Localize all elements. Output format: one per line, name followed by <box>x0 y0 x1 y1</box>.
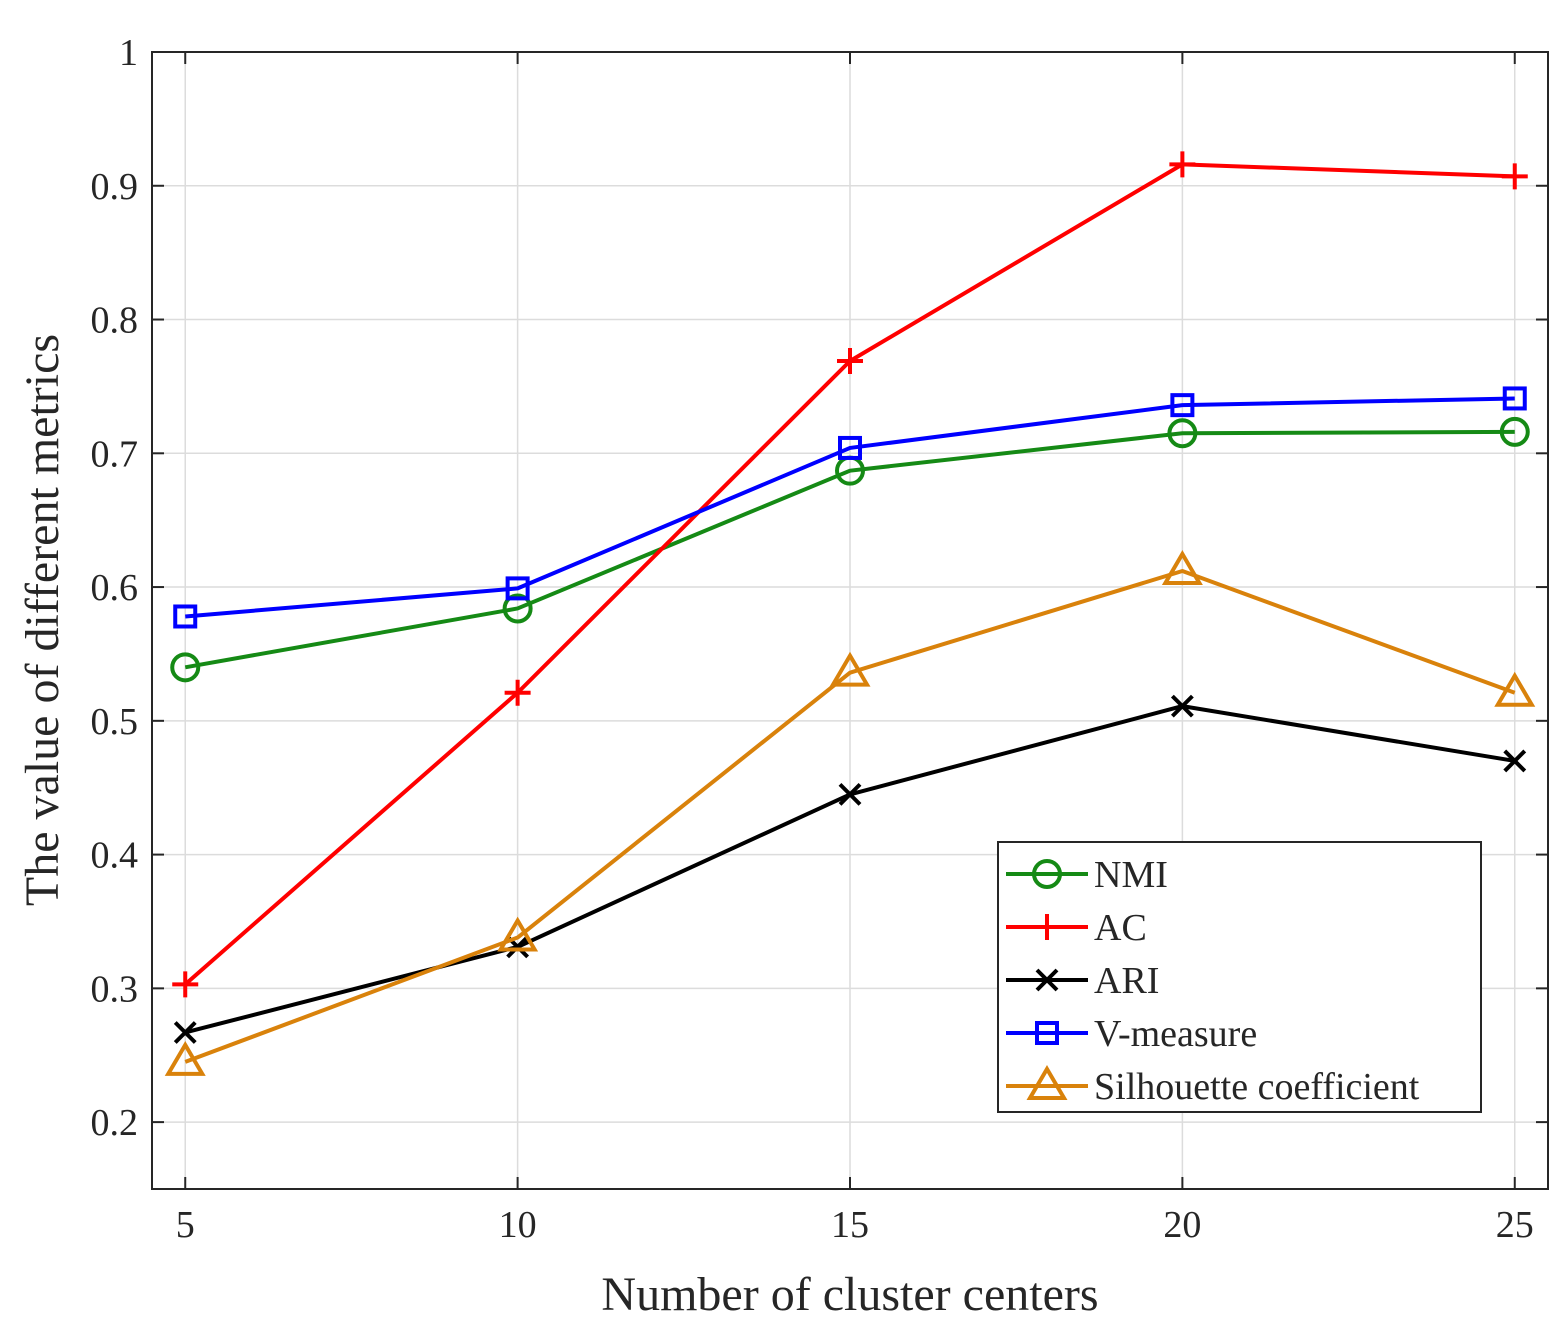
legend-marker-silhouette-coefficient <box>1026 1065 1068 1100</box>
axis-ticks: 5 10 15 20 25 0.2 0.3 0.4 0.5 0.6 0.7 0.8 0.9 1 <box>91 32 1548 1246</box>
legend-entry-nmi: NMI <box>1006 854 1168 896</box>
data-point-ari <box>1503 749 1527 773</box>
data-point-ac <box>1501 163 1528 190</box>
series-line-silhouette-coefficient <box>184 569 1516 1064</box>
data-point-v-measure <box>838 435 862 460</box>
data-point-nmi <box>1167 418 1198 449</box>
y-tick-label: 0.9 <box>91 166 139 208</box>
y-tick-label: 0.6 <box>91 567 139 609</box>
data-point-nmi <box>1499 416 1530 447</box>
legend-entries: NMI AC ARI V-measure Silhouette coefficient <box>1006 854 1420 1108</box>
y-axis-label: The value of different metrics <box>16 334 69 906</box>
legend-label-v-measure: V-measure <box>1094 1013 1257 1055</box>
legend-marker-v-measure <box>1035 1021 1059 1045</box>
data-point-ari <box>838 782 862 806</box>
data-point-nmi <box>170 652 201 683</box>
legend-marker-ac <box>1034 914 1060 940</box>
series-nmi <box>170 416 1530 683</box>
legend-label-ari: ARI <box>1094 960 1159 1002</box>
legend-entry-v-measure: V-measure <box>1006 1013 1257 1055</box>
series-ac <box>172 151 1528 998</box>
legend-entry-silhouette-coefficient: Silhouette coefficient <box>1006 1065 1420 1108</box>
y-tick-label: 0.7 <box>91 433 139 475</box>
data-point-ac <box>172 971 199 998</box>
y-tick-label: 0.2 <box>91 1102 139 1144</box>
data-point-ari <box>173 1021 197 1044</box>
x-tick-label: 15 <box>831 1204 869 1246</box>
legend-box <box>997 841 1482 1113</box>
data-point-nmi <box>502 593 533 624</box>
series-line-nmi <box>184 429 1515 670</box>
legend-entry-ari: ARI <box>1006 960 1159 1002</box>
legend-label-ac: AC <box>1094 907 1147 949</box>
data-point-ac <box>837 347 863 374</box>
data-point-ac <box>1169 151 1196 178</box>
data-point-ac <box>504 679 531 706</box>
y-tick-label: 0.8 <box>91 300 139 342</box>
series-group <box>164 151 1536 1076</box>
y-tick-label: 1 <box>119 32 138 74</box>
data-point-silhouette-coefficient <box>1494 671 1536 707</box>
series-v-measure <box>173 386 1527 629</box>
legend-label-silhouette-coefficient: Silhouette coefficient <box>1094 1066 1420 1108</box>
legend: NMI AC ARI V-measure Silhouette coefficient <box>997 841 1482 1113</box>
data-point-silhouette-coefficient <box>829 651 871 687</box>
x-tick-label: 10 <box>499 1204 537 1246</box>
x-axis-label: Number of cluster centers <box>601 1268 1098 1321</box>
data-point-v-measure <box>1502 386 1527 411</box>
x-tick-label: 20 <box>1163 1204 1201 1246</box>
data-point-v-measure <box>1170 393 1195 418</box>
legend-entry-ac: AC <box>1006 907 1147 949</box>
data-point-silhouette-coefficient <box>1161 550 1203 586</box>
x-tick-label: 25 <box>1496 1204 1534 1246</box>
data-point-v-measure <box>173 604 198 629</box>
series-silhouette-coefficient <box>164 550 1536 1076</box>
legend-marker-ari <box>1035 968 1059 992</box>
data-point-silhouette-coefficient <box>497 916 539 952</box>
y-tick-label: 0.4 <box>91 835 139 877</box>
y-tick-label: 0.5 <box>91 701 139 743</box>
y-tick-label: 0.3 <box>91 968 139 1010</box>
data-point-ari <box>1170 694 1194 718</box>
legend-marker-nmi <box>1032 859 1062 889</box>
series-line-v-measure <box>185 396 1515 619</box>
data-point-silhouette-coefficient <box>164 1040 206 1076</box>
data-point-v-measure <box>505 576 530 601</box>
x-tick-label: 5 <box>176 1204 195 1246</box>
legend-label-nmi: NMI <box>1094 854 1168 896</box>
